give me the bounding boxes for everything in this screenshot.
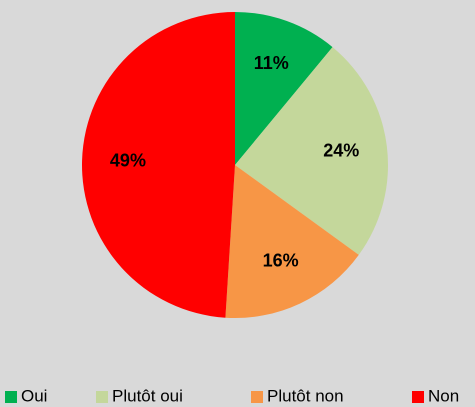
pie-slice bbox=[81, 12, 236, 318]
pie-slice bbox=[225, 165, 359, 318]
legend-label: Plutôt oui bbox=[112, 386, 183, 405]
data-label: 16% bbox=[263, 251, 299, 271]
legend-swatch bbox=[412, 391, 424, 403]
legend-swatch bbox=[96, 391, 108, 403]
legend-label: Plutôt non bbox=[267, 386, 344, 405]
data-label: 24% bbox=[323, 140, 359, 160]
legend-label: Non bbox=[428, 386, 459, 405]
legend-swatch bbox=[251, 391, 263, 403]
data-label: 49% bbox=[110, 150, 146, 170]
data-label: 11% bbox=[254, 53, 289, 73]
pie-slice bbox=[235, 47, 388, 255]
legend-label: Oui bbox=[21, 386, 47, 405]
legend-swatch bbox=[5, 391, 17, 403]
pie-slice bbox=[235, 12, 333, 165]
